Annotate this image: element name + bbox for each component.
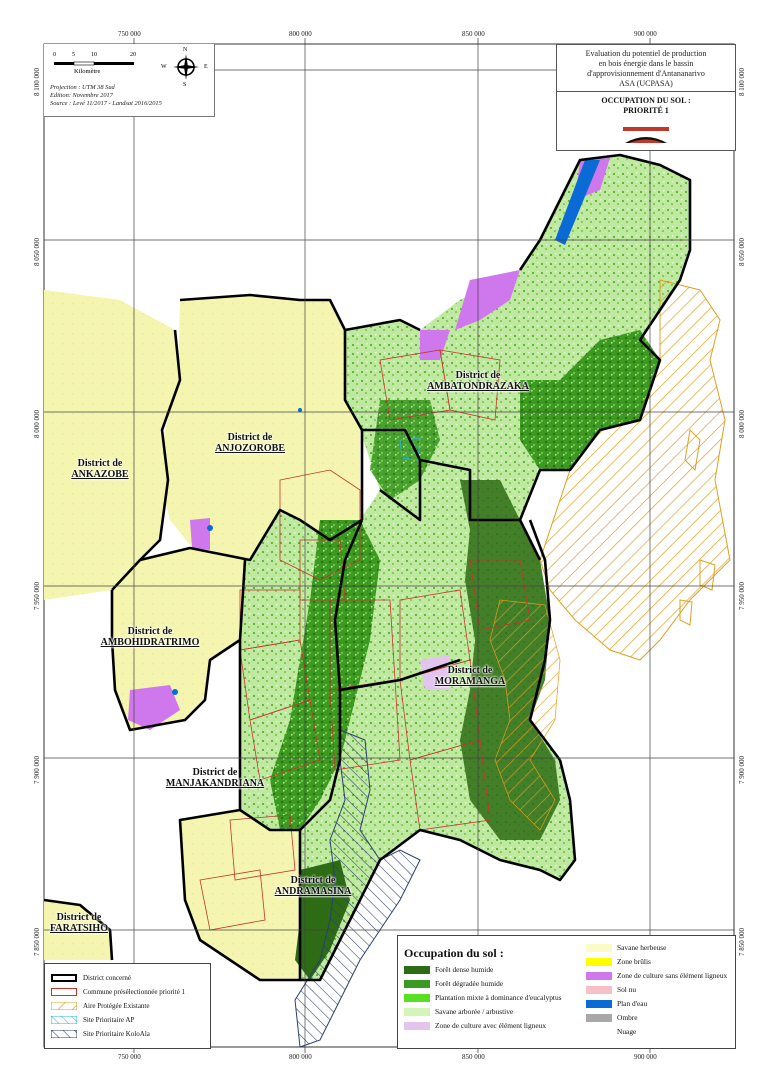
district-label-ambohidratrimo: District de AMBOHIDRATRIMO (100, 626, 200, 648)
water-spot (172, 689, 178, 695)
scale-tick-10: 10 (91, 52, 97, 58)
scale-bar (54, 61, 134, 66)
y-coord-left: 7 950 000 (33, 582, 41, 610)
y-coord-left: 8 100 000 (33, 68, 41, 96)
map-metadata: Projection : UTM 38 Sud Edition: Novembr… (50, 84, 162, 107)
boundary-legend: District concerné Commune présélectionné… (44, 963, 211, 1049)
compass-rose-icon (173, 54, 199, 80)
y-coord-left: 8 050 000 (33, 238, 41, 266)
x-coord-top: 750 000 (118, 30, 141, 38)
culture-zone-north (420, 330, 450, 360)
lake-alaotra-edge (555, 160, 600, 245)
district-label-moramanga: District de MORAMANGA (434, 665, 506, 687)
district-label-faratsiho: District de FARATSIHO (50, 912, 108, 934)
ambohidratrimo-area (112, 548, 245, 730)
protected-area-central (489, 599, 561, 831)
scale-tick-20: 20 (130, 52, 136, 58)
culture-zone-ne2 (455, 270, 520, 330)
x-coord-bottom: 900 000 (634, 1053, 657, 1061)
district-label-andramasina: District de ANDRAMASINA (274, 875, 352, 897)
y-coord-left: 8 000 000 (33, 410, 41, 438)
legend-swatch (51, 988, 77, 996)
legend-swatch (51, 1030, 77, 1038)
legend-swatch (51, 1002, 77, 1010)
protected-fragments (679, 428, 716, 626)
x-coord-bottom: 750 000 (118, 1053, 141, 1061)
compass-e: E (204, 64, 208, 70)
legend-swatch (51, 1016, 77, 1024)
southwest-area (180, 810, 300, 980)
title-box: Evaluation du potentiel de production en… (556, 44, 736, 151)
district-label-ambatondrazaka: District de AMBATONDRAZAKA (427, 370, 529, 392)
x-coord-bottom: 850 000 (462, 1053, 485, 1061)
culture-zone-mora (420, 655, 450, 690)
y-coord-right: 7 900 000 (738, 756, 746, 784)
culture-zone-amboh (128, 685, 180, 730)
compass-s: S (183, 82, 187, 88)
x-coord-top: 900 000 (634, 30, 657, 38)
compass-n: N (183, 47, 188, 53)
scale-tick-0: 0 (53, 52, 56, 58)
district-label-manjakandriana: District de MANJAKANDRIANA (165, 767, 265, 789)
ap-site (399, 437, 421, 461)
y-coord-right: 7 950 000 (738, 582, 746, 610)
scale-unit: Kilomètre (74, 68, 101, 75)
anjozorobe-area (160, 295, 360, 560)
x-coord-top: 850 000 (462, 30, 485, 38)
project-title: Evaluation du potentiel de production en… (585, 49, 707, 88)
scale-tick-5: 5 (72, 52, 75, 58)
ankazobe-area (44, 290, 180, 600)
forest-north (520, 330, 660, 470)
x-coord-bottom: 800 000 (289, 1053, 312, 1061)
scale-and-compass-box: 0 5 10 20 Kilomètre N S W E Projection :… (44, 44, 215, 117)
legend-title: Occupation du sol : (404, 946, 504, 960)
culture-zone-anj (190, 518, 210, 550)
y-coord-left: 7 850 000 (33, 928, 41, 956)
x-coord-top: 800 000 (289, 30, 312, 38)
y-coord-right: 8 050 000 (738, 238, 746, 266)
compass-w: W (161, 64, 167, 70)
y-coord-left: 7 900 000 (33, 756, 41, 784)
forest-west (270, 520, 380, 830)
district-label-anjozorobe: District de ANJOZOROBE (214, 432, 285, 454)
y-coord-right: 8 000 000 (738, 410, 746, 438)
legend-swatch (51, 974, 77, 982)
y-coord-right: 7 850 000 (738, 928, 746, 956)
ucpasa-logo (623, 127, 669, 143)
y-coord-right: 8 100 000 (738, 68, 746, 96)
water-spot (298, 408, 302, 412)
map-title: OCCUPATION DU SOL : PRIORITÉ 1 (557, 91, 735, 122)
district-label-ankazobe: District de ANKAZOBE (71, 458, 129, 480)
land-cover-legend: Occupation du sol : Forêt dense humide F… (397, 935, 736, 1049)
water-spot (207, 525, 213, 531)
district-boundaries (44, 153, 692, 982)
